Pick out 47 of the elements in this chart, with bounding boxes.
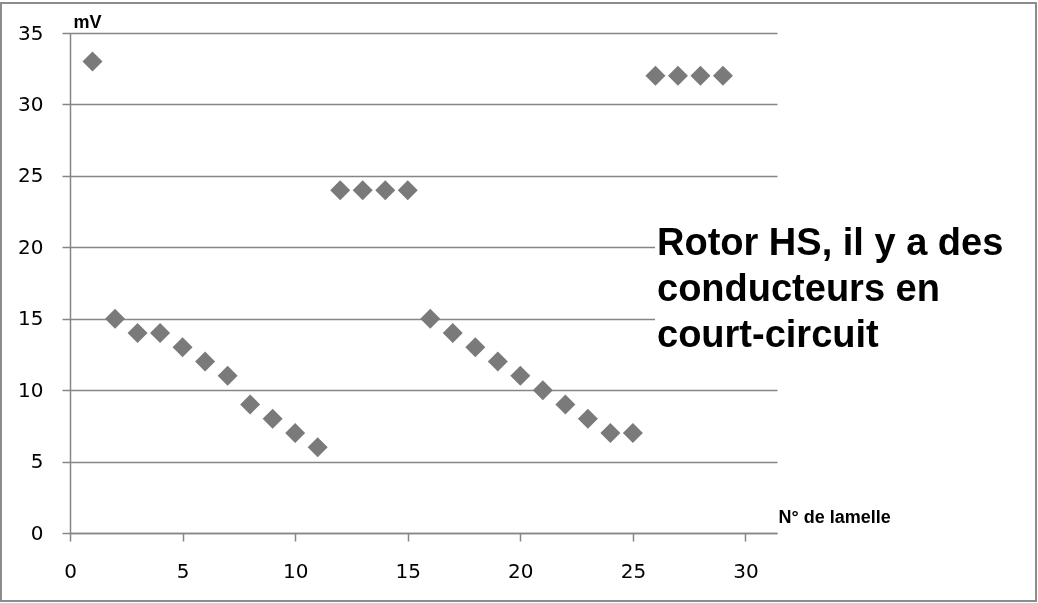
point xyxy=(420,308,441,329)
point xyxy=(577,408,598,429)
y-tick-label: 30 xyxy=(18,91,44,116)
point xyxy=(375,180,396,201)
point xyxy=(195,351,216,372)
point xyxy=(172,337,193,358)
point xyxy=(622,423,643,443)
point xyxy=(262,408,283,429)
point xyxy=(532,380,553,401)
x-tick-label: 10 xyxy=(282,558,309,583)
point xyxy=(330,180,351,201)
point xyxy=(217,365,238,386)
point xyxy=(82,51,103,72)
point xyxy=(442,323,463,343)
x-tick-label: 20 xyxy=(508,558,534,583)
y-tick-label: 0 xyxy=(30,520,44,545)
point xyxy=(285,423,306,443)
y-tick-label: 10 xyxy=(18,377,44,402)
point xyxy=(150,323,171,343)
x-tick-label: 25 xyxy=(620,558,647,583)
point xyxy=(240,394,261,415)
x-tick-label: 5 xyxy=(176,558,190,583)
x-tick-label: 15 xyxy=(395,558,421,583)
y-tick-label: 15 xyxy=(18,306,44,331)
point xyxy=(555,394,576,415)
y-axis-title: mV xyxy=(73,11,102,32)
point xyxy=(352,180,373,201)
x-tick-label: 0 xyxy=(64,558,77,583)
point xyxy=(105,308,126,329)
x-axis-title: N° de lamelle xyxy=(778,506,891,527)
y-tick-label: 35 xyxy=(18,20,44,45)
point xyxy=(465,337,486,358)
point xyxy=(307,437,328,458)
point xyxy=(127,323,148,343)
point xyxy=(600,423,621,443)
point xyxy=(712,65,733,86)
point xyxy=(510,365,531,386)
point xyxy=(690,65,711,86)
point xyxy=(397,180,418,201)
x-tick-label: 30 xyxy=(733,558,759,583)
y-tick-label: 25 xyxy=(18,163,44,188)
y-tick-label: 20 xyxy=(18,234,44,259)
point xyxy=(487,351,508,372)
point xyxy=(645,65,666,86)
annotation: Rotor HS, il y a des conducteurs en court-circuit xyxy=(657,221,1004,355)
point xyxy=(667,65,688,86)
y-tick-label: 5 xyxy=(30,449,44,474)
